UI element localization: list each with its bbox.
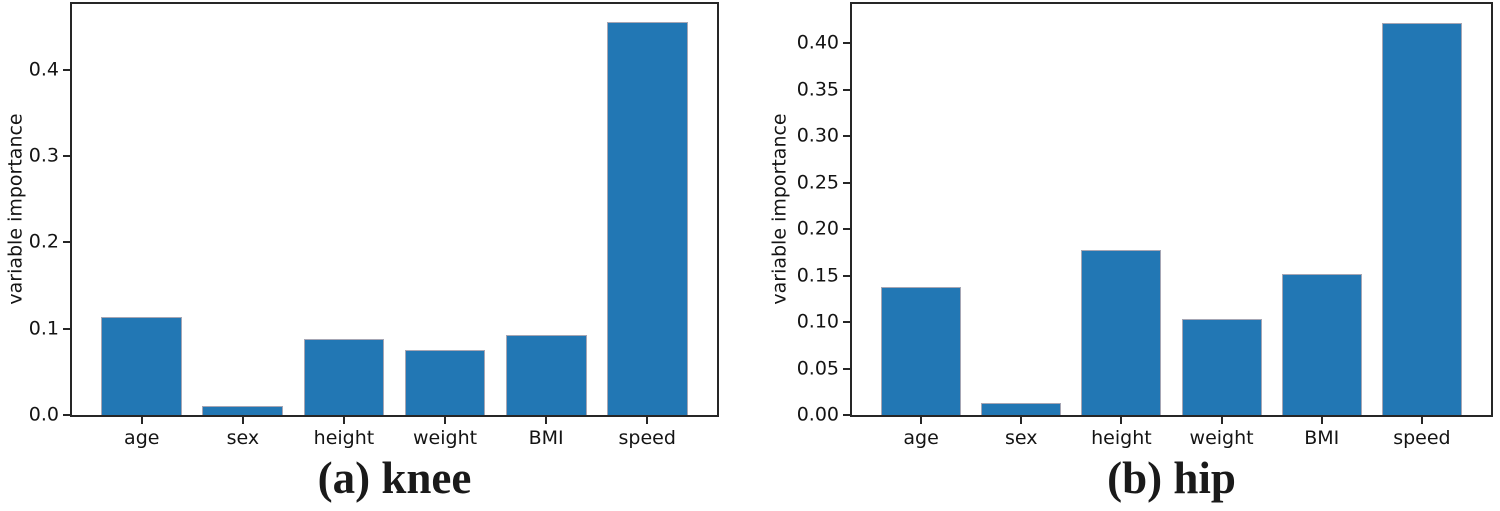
- bar-BMI: [505, 334, 587, 415]
- x-tick-mark: [342, 415, 345, 424]
- x-tick-mark: [1120, 415, 1123, 424]
- y-tick-label-0.10: 0.10: [796, 310, 839, 333]
- x-tick-mark: [140, 415, 143, 424]
- y-tick-mark: [843, 367, 852, 370]
- bar-sex: [981, 402, 1062, 415]
- bar-BMI: [1281, 273, 1362, 415]
- x-tick-mark: [920, 415, 923, 424]
- y-tick-mark: [843, 321, 852, 324]
- x-tick-label-sex: sex: [226, 427, 260, 449]
- x-tick-mark: [444, 415, 447, 424]
- x-tick-label-height: height: [313, 427, 375, 449]
- x-tick-label-age: age: [124, 427, 160, 449]
- y-tick-label-0.25: 0.25: [796, 171, 839, 194]
- subfigure-caption-b: (b) hip: [1107, 453, 1236, 503]
- bar-weight: [404, 350, 486, 415]
- x-tick-mark: [646, 415, 649, 424]
- y-tick-label-0.15: 0.15: [796, 264, 839, 287]
- bars-container: [852, 4, 1491, 415]
- x-tick-label-age: age: [903, 427, 939, 449]
- y-tick-label-0.4: 0.4: [28, 58, 59, 81]
- bar-height: [1081, 250, 1162, 415]
- y-tick-label-0.35: 0.35: [796, 78, 839, 101]
- x-tick-label-BMI: BMI: [528, 427, 564, 449]
- knee-plot-area: age sex height weight BMI speed 0.0 0.1 0.2 0.3 0.…: [29, 2, 719, 449]
- bars-container: [72, 4, 717, 415]
- x-tick-mark: [1020, 415, 1023, 424]
- knee-chart-panel: variable importance age sex height weight BM…: [4, 2, 719, 503]
- y-tick-mark: [843, 414, 852, 416]
- y-tick-mark: [63, 241, 72, 244]
- x-tick-label-speed: speed: [1393, 427, 1451, 449]
- y-tick-label-0.1: 0.1: [28, 317, 59, 340]
- y-tick-label-0.00: 0.00: [796, 403, 839, 426]
- x-tick-label-sex: sex: [1005, 427, 1038, 449]
- y-axis-label: variable importance: [4, 113, 27, 305]
- x-tick-mark: [241, 415, 244, 424]
- x-tick-label-height: height: [1091, 427, 1152, 449]
- bar-age: [881, 286, 962, 415]
- y-tick-mark: [843, 228, 852, 231]
- x-tick-mark: [545, 415, 548, 424]
- y-tick-label-0.2: 0.2: [28, 230, 59, 253]
- x-tick-mark: [1320, 415, 1323, 424]
- x-tick-mark: [1220, 415, 1223, 424]
- x-tick-label-speed: speed: [618, 427, 676, 449]
- x-tick-label-BMI: BMI: [1304, 427, 1340, 449]
- y-tick-mark: [843, 42, 852, 45]
- bar-speed: [1381, 22, 1462, 415]
- bar-sex: [202, 405, 284, 415]
- bar-age: [101, 316, 183, 415]
- y-tick-mark: [63, 327, 72, 330]
- y-tick-mark: [843, 274, 852, 277]
- y-tick-label-0.40: 0.40: [796, 31, 839, 54]
- y-tick-mark: [63, 154, 72, 157]
- y-tick-mark: [843, 88, 852, 91]
- y-axis-label: variable importance: [768, 113, 791, 305]
- y-tick-label-0.30: 0.30: [796, 124, 839, 147]
- x-tick-label-weight: weight: [1189, 427, 1254, 449]
- subfigure-caption-a: (a) knee: [317, 453, 472, 503]
- y-tick-label-0.0: 0.0: [28, 403, 59, 426]
- bar-weight: [1181, 319, 1262, 415]
- hip-plot-area: age sex height weight BMI speed 0.00 0.05 0.10 0.…: [797, 2, 1493, 449]
- bar-height: [303, 339, 385, 415]
- hip-chart-panel: variable importance age sex height weight BM…: [750, 0, 1500, 511]
- x-tick-label-weight: weight: [413, 427, 478, 449]
- y-tick-label-0.05: 0.05: [796, 357, 839, 380]
- y-tick-mark: [63, 414, 72, 416]
- y-tick-mark: [63, 68, 72, 71]
- x-tick-mark: [1420, 415, 1423, 424]
- y-tick-mark: [843, 181, 852, 184]
- y-tick-label-0.3: 0.3: [28, 144, 59, 167]
- y-tick-mark: [843, 135, 852, 138]
- bar-speed: [606, 22, 688, 415]
- y-tick-label-0.20: 0.20: [796, 217, 839, 240]
